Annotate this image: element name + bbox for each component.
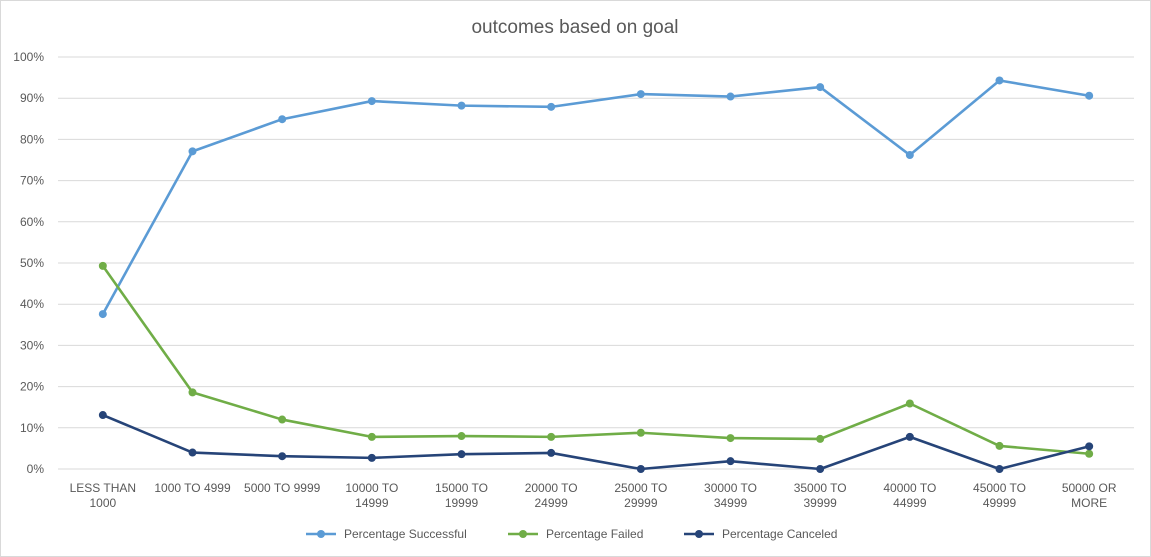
data-point	[905, 399, 914, 408]
legend-swatch-marker	[519, 530, 527, 538]
legend-swatch-marker	[317, 530, 325, 538]
data-point	[726, 92, 735, 101]
data-point	[547, 448, 556, 457]
x-tick-label: 25000 TO 29999	[614, 481, 667, 510]
x-tick-label: 35000 TO 39999	[794, 481, 847, 510]
legend-label: Percentage Failed	[546, 527, 643, 541]
data-point	[367, 453, 376, 462]
data-point	[1085, 449, 1094, 458]
legend-label: Percentage Canceled	[722, 527, 837, 541]
data-point	[367, 97, 376, 106]
data-point	[278, 115, 287, 124]
data-point	[905, 432, 914, 441]
y-tick-label: 100%	[13, 50, 44, 64]
series-line	[101, 79, 1090, 315]
series-group	[98, 76, 1094, 473]
data-point	[457, 450, 466, 459]
data-point	[995, 465, 1004, 473]
data-point	[726, 457, 735, 466]
data-point	[188, 448, 197, 457]
legend-item: Percentage Canceled	[684, 527, 837, 541]
data-point	[1085, 442, 1094, 451]
legend-item: Percentage Failed	[508, 527, 643, 541]
chart-title: outcomes based on goal	[471, 17, 678, 38]
x-tick-label: 30000 TO 34999	[704, 481, 757, 510]
legend-swatch-marker	[695, 530, 703, 538]
x-tick-label: 5000 TO 9999	[244, 481, 321, 495]
data-point	[816, 465, 825, 473]
legend-item: Percentage Successful	[306, 527, 467, 541]
data-point	[547, 432, 556, 441]
y-tick-label: 20%	[20, 380, 44, 394]
data-point	[636, 428, 645, 437]
series-1	[98, 76, 1094, 319]
x-tick-label: 45000 TO 49999	[973, 481, 1026, 510]
y-tick-label: 0%	[27, 462, 45, 476]
data-point	[636, 465, 645, 473]
data-point	[816, 83, 825, 92]
gridlines	[58, 56, 1134, 470]
y-axis-ticks: 0% 10% 20% 30% 40% 50% 60% 70% 80% 90% 100%	[13, 50, 44, 476]
data-point	[457, 101, 466, 110]
x-tick-label: 15000 TO 19999	[435, 481, 488, 510]
data-point	[98, 261, 107, 270]
data-point	[547, 102, 556, 111]
series-3	[98, 411, 1094, 473]
y-tick-label: 10%	[20, 421, 44, 435]
x-tick-label: 1000 TO 4999	[154, 481, 231, 495]
y-tick-label: 80%	[20, 132, 44, 146]
x-tick-label: LESS THAN 1000	[70, 481, 136, 510]
data-point	[278, 415, 287, 424]
data-point	[98, 411, 107, 420]
data-point	[816, 434, 825, 443]
y-tick-label: 70%	[20, 174, 44, 188]
data-point	[636, 90, 645, 99]
y-tick-label: 30%	[20, 338, 44, 352]
data-point	[188, 147, 197, 156]
series-line	[101, 265, 1090, 456]
y-tick-label: 50%	[20, 256, 44, 270]
x-tick-label: 40000 TO 44999	[883, 481, 936, 510]
legend-label: Percentage Successful	[344, 527, 467, 541]
data-point	[188, 388, 197, 397]
x-tick-label: 20000 TO 24999	[525, 481, 578, 510]
legend: Percentage Successful Percentage Failed Pe…	[306, 527, 837, 541]
y-tick-label: 40%	[20, 297, 44, 311]
x-axis-ticks: LESS THAN 1000 1000 TO 4999 5000 TO 9999 100…	[70, 481, 1117, 510]
data-point	[905, 151, 914, 160]
data-point	[995, 441, 1004, 450]
x-tick-label: 10000 TO 14999	[345, 481, 398, 510]
series-line	[102, 413, 1090, 471]
data-point	[98, 310, 107, 319]
data-point	[278, 452, 287, 461]
x-tick-label: 50000 OR MORE	[1062, 481, 1117, 510]
data-point	[1085, 91, 1094, 100]
data-point	[457, 432, 466, 441]
data-point	[367, 432, 376, 441]
y-tick-label: 60%	[20, 215, 44, 229]
series-2	[98, 261, 1094, 458]
data-point	[995, 76, 1004, 85]
data-point	[726, 434, 735, 443]
y-tick-label: 90%	[20, 91, 44, 105]
